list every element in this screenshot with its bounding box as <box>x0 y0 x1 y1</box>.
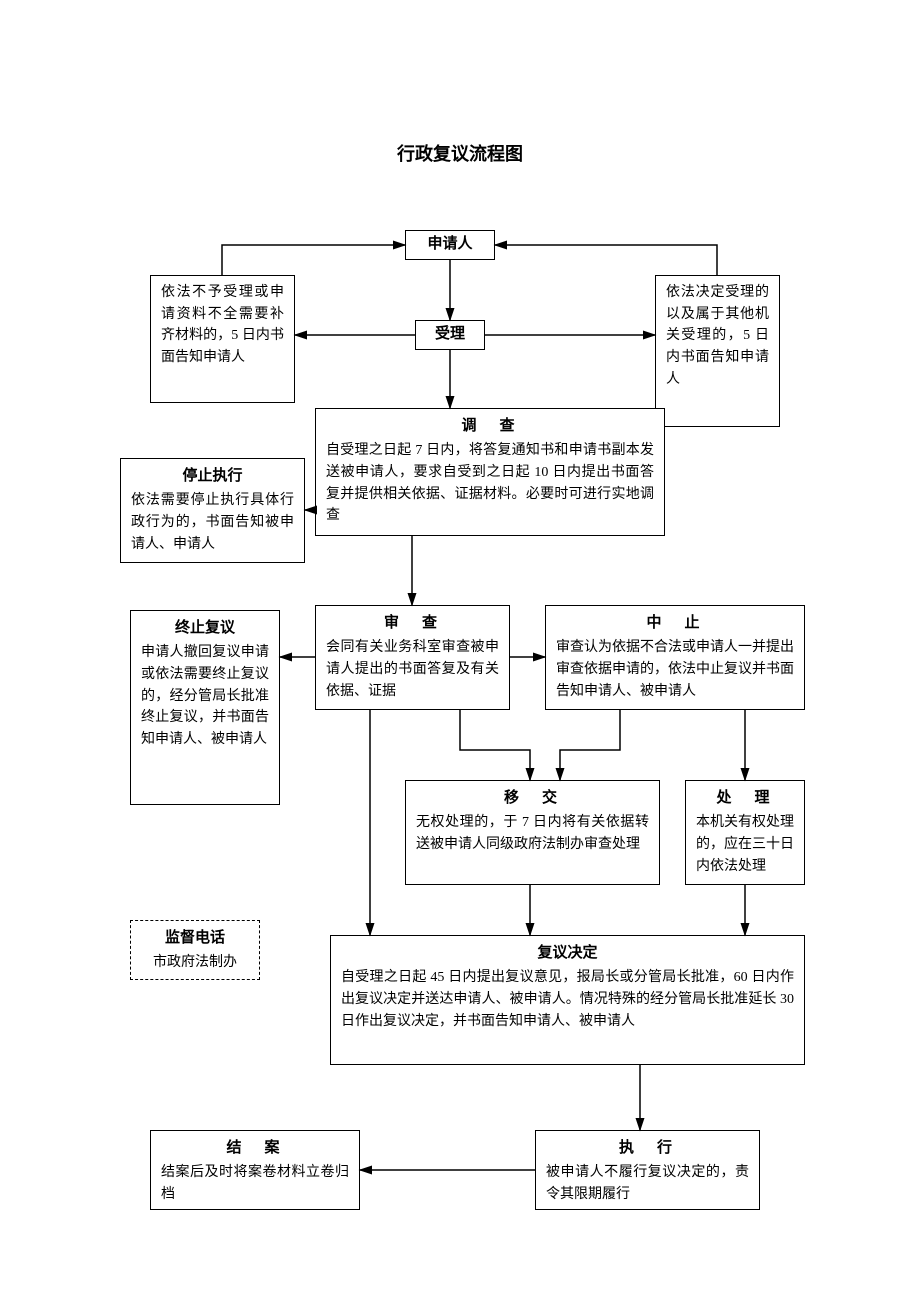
node-transfer-body: 无权处理的，于 7 日内将有关依据转送被申请人同级政府法制办审查处理 <box>416 812 649 855</box>
node-handle: 处 理 本机关有权处理的，应在三十日内依法处理 <box>685 780 805 885</box>
node-stop-exec-title: 停止执行 <box>131 465 294 488</box>
node-close: 结 案 结案后及时将案卷材料立卷归档 <box>150 1130 360 1210</box>
node-execute-title: 执 行 <box>546 1137 749 1160</box>
node-accept-right: 依法决定受理的以及属于其他机关受理的，5 日内书面告知申请人 <box>655 275 780 427</box>
node-stop-exec: 停止执行 依法需要停止执行具体行政行为的，书面告知被申请人、申请人 <box>120 458 305 563</box>
edge-suspend-transfer <box>560 710 620 780</box>
node-investigate-body: 自受理之日起 7 日内，将答复通知书和申请书副本发送被申请人，要求自受到之日起 … <box>326 440 654 527</box>
node-terminate: 终止复议 申请人撤回复议申请或依法需要终止复议的，经分管局长批准终止复议，并书面… <box>130 610 280 805</box>
node-review: 审 查 会同有关业务科室审查被申请人提出的书面答复及有关依据、证据 <box>315 605 510 710</box>
node-phone: 监督电话 市政府法制办 <box>130 920 260 980</box>
node-transfer: 移 交 无权处理的，于 7 日内将有关依据转送被申请人同级政府法制办审查处理 <box>405 780 660 885</box>
node-reject-left: 依法不予受理或申请资料不全需要补齐材料的，5 日内书面告知申请人 <box>150 275 295 403</box>
node-investigate-title: 调 查 <box>326 415 654 438</box>
page-title: 行政复议流程图 <box>0 140 920 166</box>
node-phone-title: 监督电话 <box>141 927 249 950</box>
node-terminate-body: 申请人撤回复议申请或依法需要终止复议的，经分管局长批准终止复议，并书面告知申请人… <box>141 642 269 750</box>
edge-accept_right-applicant <box>495 245 717 275</box>
node-handle-body: 本机关有权处理的，应在三十日内依法处理 <box>696 812 794 877</box>
node-accept: 受理 <box>415 320 485 350</box>
node-accept-label: 受理 <box>435 326 465 342</box>
node-applicant: 申请人 <box>405 230 495 260</box>
node-terminate-title: 终止复议 <box>141 617 269 640</box>
node-suspend-body: 审查认为依据不合法或申请人一并提出审查依据申请的，依法中止复议并书面告知申请人、… <box>556 637 794 702</box>
node-close-title: 结 案 <box>161 1137 349 1160</box>
node-suspend-title: 中 止 <box>556 612 794 635</box>
node-stop-exec-body: 依法需要停止执行具体行政行为的，书面告知被申请人、申请人 <box>131 490 294 555</box>
node-investigate: 调 查 自受理之日起 7 日内，将答复通知书和申请书副本发送被申请人，要求自受到… <box>315 408 665 536</box>
edge-review-transfer <box>460 710 530 780</box>
node-reject-left-body: 依法不予受理或申请资料不全需要补齐材料的，5 日内书面告知申请人 <box>161 282 284 369</box>
node-review-body: 会同有关业务科室审查被申请人提出的书面答复及有关依据、证据 <box>326 637 499 702</box>
node-decision-title: 复议决定 <box>341 942 794 965</box>
node-transfer-title: 移 交 <box>416 787 649 810</box>
node-decision-body: 自受理之日起 45 日内提出复议意见，报局长或分管局长批准，60 日内作出复议决… <box>341 967 794 1032</box>
node-accept-right-body: 依法决定受理的以及属于其他机关受理的，5 日内书面告知申请人 <box>666 282 769 390</box>
node-execute: 执 行 被申请人不履行复议决定的，责令其限期履行 <box>535 1130 760 1210</box>
node-decision: 复议决定 自受理之日起 45 日内提出复议意见，报局长或分管局长批准，60 日内… <box>330 935 805 1065</box>
node-phone-body: 市政府法制办 <box>141 952 249 974</box>
node-review-title: 审 查 <box>326 612 499 635</box>
node-applicant-label: 申请人 <box>427 236 472 252</box>
node-handle-title: 处 理 <box>696 787 794 810</box>
node-close-body: 结案后及时将案卷材料立卷归档 <box>161 1162 349 1205</box>
node-execute-body: 被申请人不履行复议决定的，责令其限期履行 <box>546 1162 749 1205</box>
edge-reject_left-applicant <box>222 245 405 275</box>
node-suspend: 中 止 审查认为依据不合法或申请人一并提出审查依据申请的，依法中止复议并书面告知… <box>545 605 805 710</box>
flowchart-canvas: 行政复议流程图 申请人 受理 依法不予受理或申请资料不全需要补齐材料的，5 日内… <box>0 0 920 1302</box>
